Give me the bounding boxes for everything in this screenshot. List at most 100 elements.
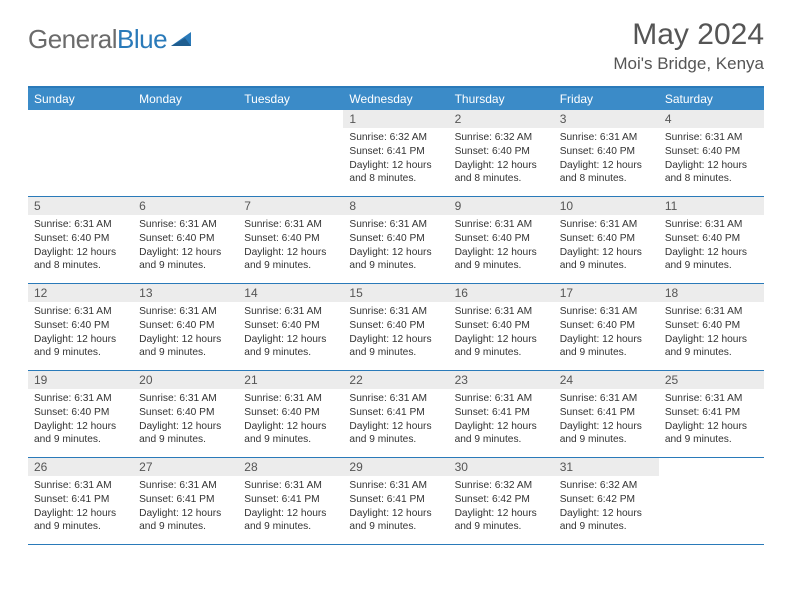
day-cell [28,110,133,196]
day-cell: 15Sunrise: 6:31 AMSunset: 6:40 PMDayligh… [343,284,448,370]
day-number: 3 [554,110,659,128]
sunrise-text: Sunrise: 6:31 AM [665,392,758,406]
daylight-text: Daylight: 12 hours and 9 minutes. [665,333,758,361]
week-row: 12Sunrise: 6:31 AMSunset: 6:40 PMDayligh… [28,284,764,371]
day-cell [133,110,238,196]
sunrise-text: Sunrise: 6:31 AM [244,479,337,493]
daylight-text: Daylight: 12 hours and 8 minutes. [665,159,758,187]
daylight-text: Daylight: 12 hours and 9 minutes. [34,507,127,535]
daylight-text: Daylight: 12 hours and 9 minutes. [244,333,337,361]
week-row: 26Sunrise: 6:31 AMSunset: 6:41 PMDayligh… [28,458,764,545]
day-number: 14 [238,284,343,302]
day-number: 7 [238,197,343,215]
week-row: 5Sunrise: 6:31 AMSunset: 6:40 PMDaylight… [28,197,764,284]
day-number: 12 [28,284,133,302]
daylight-text: Daylight: 12 hours and 8 minutes. [455,159,548,187]
sunset-text: Sunset: 6:41 PM [34,493,127,507]
sunrise-text: Sunrise: 6:31 AM [139,218,232,232]
sunset-text: Sunset: 6:41 PM [244,493,337,507]
day-number: 13 [133,284,238,302]
sunrise-text: Sunrise: 6:31 AM [665,305,758,319]
sunrise-text: Sunrise: 6:31 AM [34,218,127,232]
daylight-text: Daylight: 12 hours and 9 minutes. [560,246,653,274]
day-cell: 13Sunrise: 6:31 AMSunset: 6:40 PMDayligh… [133,284,238,370]
sunset-text: Sunset: 6:41 PM [560,406,653,420]
day-number: 4 [659,110,764,128]
day-number: 23 [449,371,554,389]
sunrise-text: Sunrise: 6:31 AM [665,218,758,232]
day-cell: 28Sunrise: 6:31 AMSunset: 6:41 PMDayligh… [238,458,343,544]
sunset-text: Sunset: 6:42 PM [455,493,548,507]
day-cell: 22Sunrise: 6:31 AMSunset: 6:41 PMDayligh… [343,371,448,457]
day-number: 17 [554,284,659,302]
day-cell: 20Sunrise: 6:31 AMSunset: 6:40 PMDayligh… [133,371,238,457]
daylight-text: Daylight: 12 hours and 9 minutes. [139,333,232,361]
day-cell: 1Sunrise: 6:32 AMSunset: 6:41 PMDaylight… [343,110,448,196]
sunrise-text: Sunrise: 6:31 AM [349,392,442,406]
sunset-text: Sunset: 6:40 PM [455,319,548,333]
day-number: 6 [133,197,238,215]
brand-logo: GeneralBlue [28,24,193,55]
sunrise-text: Sunrise: 6:31 AM [560,305,653,319]
daylight-text: Daylight: 12 hours and 9 minutes. [455,507,548,535]
sunset-text: Sunset: 6:40 PM [244,406,337,420]
day-details: Sunrise: 6:32 AMSunset: 6:42 PMDaylight:… [554,476,659,538]
day-details: Sunrise: 6:31 AMSunset: 6:40 PMDaylight:… [554,215,659,277]
daylight-text: Daylight: 12 hours and 9 minutes. [349,246,442,274]
sunset-text: Sunset: 6:40 PM [349,319,442,333]
day-details: Sunrise: 6:31 AMSunset: 6:40 PMDaylight:… [449,215,554,277]
sunset-text: Sunset: 6:40 PM [244,232,337,246]
daylight-text: Daylight: 12 hours and 8 minutes. [349,159,442,187]
calendar-page: GeneralBlue May 2024 Moi's Bridge, Kenya… [0,0,792,563]
daylight-text: Daylight: 12 hours and 9 minutes. [665,420,758,448]
day-cell: 16Sunrise: 6:31 AMSunset: 6:40 PMDayligh… [449,284,554,370]
day-cell: 7Sunrise: 6:31 AMSunset: 6:40 PMDaylight… [238,197,343,283]
day-cell: 31Sunrise: 6:32 AMSunset: 6:42 PMDayligh… [554,458,659,544]
daylight-text: Daylight: 12 hours and 8 minutes. [34,246,127,274]
sunrise-text: Sunrise: 6:31 AM [560,218,653,232]
sunset-text: Sunset: 6:40 PM [455,232,548,246]
day-cell: 29Sunrise: 6:31 AMSunset: 6:41 PMDayligh… [343,458,448,544]
sunrise-text: Sunrise: 6:31 AM [455,392,548,406]
calendar-grid: Sunday Monday Tuesday Wednesday Thursday… [28,86,764,545]
day-cell: 25Sunrise: 6:31 AMSunset: 6:41 PMDayligh… [659,371,764,457]
sunrise-text: Sunrise: 6:31 AM [139,479,232,493]
day-details: Sunrise: 6:31 AMSunset: 6:41 PMDaylight:… [238,476,343,538]
day-number: 24 [554,371,659,389]
month-title: May 2024 [613,18,764,52]
sunset-text: Sunset: 6:41 PM [455,406,548,420]
sunrise-text: Sunrise: 6:32 AM [455,479,548,493]
day-details: Sunrise: 6:32 AMSunset: 6:41 PMDaylight:… [343,128,448,190]
weekday-header: Thursday [449,88,554,110]
day-details: Sunrise: 6:32 AMSunset: 6:42 PMDaylight:… [449,476,554,538]
day-number: 9 [449,197,554,215]
daylight-text: Daylight: 12 hours and 9 minutes. [34,420,127,448]
location-subtitle: Moi's Bridge, Kenya [613,54,764,74]
sunrise-text: Sunrise: 6:31 AM [139,392,232,406]
daylight-text: Daylight: 12 hours and 9 minutes. [34,333,127,361]
daylight-text: Daylight: 12 hours and 9 minutes. [139,507,232,535]
day-number: 21 [238,371,343,389]
day-details: Sunrise: 6:31 AMSunset: 6:40 PMDaylight:… [659,215,764,277]
sunset-text: Sunset: 6:40 PM [560,232,653,246]
sunset-text: Sunset: 6:40 PM [244,319,337,333]
page-header: GeneralBlue May 2024 Moi's Bridge, Kenya [28,18,764,74]
sunset-text: Sunset: 6:40 PM [139,406,232,420]
sunrise-text: Sunrise: 6:31 AM [349,218,442,232]
sunrise-text: Sunrise: 6:31 AM [455,305,548,319]
daylight-text: Daylight: 12 hours and 9 minutes. [349,420,442,448]
day-number: 10 [554,197,659,215]
day-cell: 12Sunrise: 6:31 AMSunset: 6:40 PMDayligh… [28,284,133,370]
day-details: Sunrise: 6:31 AMSunset: 6:40 PMDaylight:… [449,302,554,364]
day-details: Sunrise: 6:31 AMSunset: 6:40 PMDaylight:… [343,302,448,364]
day-cell: 26Sunrise: 6:31 AMSunset: 6:41 PMDayligh… [28,458,133,544]
day-cell: 3Sunrise: 6:31 AMSunset: 6:40 PMDaylight… [554,110,659,196]
day-number: 16 [449,284,554,302]
day-cell: 17Sunrise: 6:31 AMSunset: 6:40 PMDayligh… [554,284,659,370]
day-details: Sunrise: 6:31 AMSunset: 6:40 PMDaylight:… [133,215,238,277]
day-details: Sunrise: 6:31 AMSunset: 6:41 PMDaylight:… [449,389,554,451]
daylight-text: Daylight: 12 hours and 9 minutes. [665,246,758,274]
sunrise-text: Sunrise: 6:31 AM [244,392,337,406]
sunrise-text: Sunrise: 6:31 AM [34,479,127,493]
day-details: Sunrise: 6:31 AMSunset: 6:40 PMDaylight:… [343,215,448,277]
